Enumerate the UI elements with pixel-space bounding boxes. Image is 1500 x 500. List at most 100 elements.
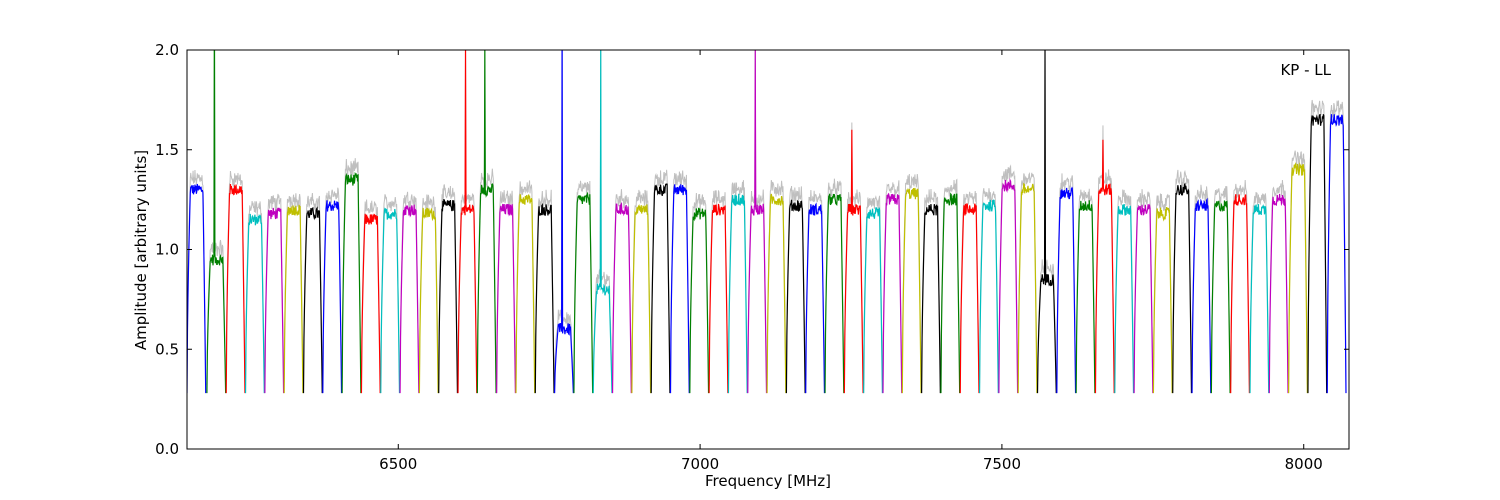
background-trace-11 <box>399 191 420 385</box>
y-tick-label-0: 0.0 <box>155 440 179 458</box>
y-axis: 0.0 0.5 1.0 1.5 2.0 <box>155 41 1349 458</box>
background-trace-46 <box>1075 188 1096 383</box>
background-trace-13 <box>438 184 458 386</box>
background-trace-34 <box>843 122 864 378</box>
background-trace-27 <box>708 190 729 386</box>
channel-trace-52 <box>1191 197 1212 394</box>
channel-trace-48 <box>1114 204 1135 394</box>
background-trace-41 <box>979 188 999 383</box>
channel-trace-30 <box>766 193 787 394</box>
channel-trace-34 <box>843 129 864 394</box>
channel-trace-33 <box>824 193 845 394</box>
channel-trace-16 <box>496 203 516 394</box>
channel-trace-1 <box>206 50 227 394</box>
y-tick-label-4: 2.0 <box>155 41 179 59</box>
channel-trace-39 <box>940 192 961 394</box>
channel-trace-36 <box>882 192 903 394</box>
background-trace-6 <box>303 192 323 385</box>
background-trace-15 <box>476 50 497 384</box>
background-trace-33 <box>824 178 845 387</box>
y-tick-label-2: 1.0 <box>155 241 179 259</box>
x-axis-title: Frequency [MHz] <box>705 472 831 490</box>
background-trace-28 <box>727 180 748 386</box>
background-trace-32 <box>805 189 825 386</box>
background-trace-36 <box>882 180 903 383</box>
x-tick-label-1: 7000 <box>681 455 719 473</box>
channel-trace-3 <box>244 213 265 394</box>
background-trace-0 <box>187 169 207 385</box>
channel-trace-25 <box>669 184 690 394</box>
background-trace-45 <box>1056 173 1077 383</box>
channel-trace-59 <box>1326 114 1347 394</box>
background-trace-59 <box>1326 100 1347 386</box>
background-trace-42 <box>998 164 1019 387</box>
channel-trace-14 <box>457 50 478 394</box>
channel-trace-46 <box>1075 200 1096 394</box>
channel-trace-11 <box>399 204 420 394</box>
channel-traces <box>187 50 1347 394</box>
channel-trace-15 <box>476 50 497 394</box>
channel-trace-7 <box>322 200 343 394</box>
background-trace-51 <box>1172 169 1192 383</box>
channel-trace-43 <box>1017 182 1038 394</box>
channel-trace-31 <box>785 199 806 394</box>
channel-trace-21 <box>592 50 613 394</box>
channel-trace-24 <box>650 183 671 394</box>
channel-trace-2 <box>225 183 246 394</box>
channel-trace-35 <box>863 207 883 394</box>
channel-trace-50 <box>1152 206 1173 394</box>
background-trace-10 <box>380 194 400 384</box>
channel-trace-12 <box>418 207 439 394</box>
background-trace-30 <box>766 180 787 387</box>
background-trace-44 <box>1037 50 1057 384</box>
background-trace-53 <box>1210 185 1231 384</box>
y-tick-label-1: 0.5 <box>155 340 179 358</box>
x-tick-label-3: 8000 <box>1285 455 1323 473</box>
background-trace-2 <box>225 170 246 383</box>
background-trace-20 <box>573 180 594 385</box>
channel-trace-28 <box>727 193 748 394</box>
channel-trace-23 <box>631 204 652 394</box>
channel-trace-29 <box>747 50 768 394</box>
background-trace-1 <box>206 50 227 386</box>
channel-trace-17 <box>515 194 536 394</box>
background-trace-47 <box>1094 125 1115 383</box>
channel-trace-40 <box>959 203 980 394</box>
background-trace-38 <box>921 189 941 387</box>
channel-trace-37 <box>901 187 922 394</box>
channel-trace-20 <box>573 191 594 394</box>
background-trace-3 <box>245 201 265 382</box>
background-trace-21 <box>592 50 613 387</box>
channel-trace-56 <box>1268 193 1289 394</box>
background-trace-55 <box>1249 191 1270 384</box>
channel-trace-45 <box>1056 186 1077 394</box>
channel-trace-18 <box>534 202 555 394</box>
channel-trace-58 <box>1307 113 1328 394</box>
background-trace-26 <box>689 192 710 385</box>
y-tick-label-3: 1.5 <box>155 141 179 159</box>
channel-trace-49 <box>1133 203 1154 394</box>
channel-trace-54 <box>1230 194 1250 394</box>
background-trace-50 <box>1152 193 1173 388</box>
background-trace-54 <box>1230 180 1250 386</box>
channel-trace-19 <box>554 50 574 394</box>
channel-trace-10 <box>380 207 401 394</box>
channel-trace-22 <box>611 202 632 394</box>
channel-trace-4 <box>264 207 285 394</box>
x-axis: 6500 7000 7500 8000 <box>379 50 1323 473</box>
background-trace-5 <box>283 193 304 383</box>
channel-trace-5 <box>283 204 304 394</box>
channel-trace-51 <box>1172 182 1193 394</box>
channel-trace-41 <box>978 199 999 394</box>
background-trace-14 <box>457 50 478 388</box>
background-trace-7 <box>322 187 343 384</box>
background-trace-43 <box>1017 172 1038 384</box>
background-traces <box>187 50 1347 388</box>
channel-trace-6 <box>302 206 323 394</box>
channel-trace-42 <box>998 178 1019 394</box>
background-trace-49 <box>1133 189 1154 386</box>
x-tick-label-0: 6500 <box>379 455 417 473</box>
background-trace-17 <box>515 180 536 386</box>
channel-trace-44 <box>1036 50 1057 394</box>
